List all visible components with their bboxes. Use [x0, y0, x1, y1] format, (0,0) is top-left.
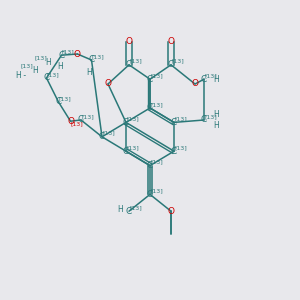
- Text: O: O: [167, 207, 175, 216]
- Text: H: H: [213, 121, 219, 130]
- Text: [13]: [13]: [150, 102, 163, 107]
- Text: H: H: [213, 110, 219, 119]
- Text: [13]: [13]: [129, 205, 142, 210]
- Text: [13]: [13]: [35, 55, 47, 60]
- Text: [13]: [13]: [150, 160, 163, 164]
- Text: [13]: [13]: [129, 59, 142, 64]
- Text: C: C: [147, 75, 153, 84]
- Text: [13]: [13]: [47, 72, 59, 77]
- Text: O: O: [125, 38, 133, 46]
- Text: C: C: [123, 118, 129, 127]
- Text: H: H: [86, 68, 92, 77]
- Text: [13]: [13]: [92, 54, 104, 59]
- Text: C: C: [171, 147, 177, 156]
- Text: [13]: [13]: [204, 114, 217, 119]
- Text: H: H: [32, 66, 38, 75]
- Text: C: C: [201, 75, 207, 84]
- Text: C: C: [126, 60, 132, 69]
- Text: [13]: [13]: [21, 63, 33, 68]
- Text: H: H: [214, 75, 220, 84]
- Text: C: C: [44, 74, 50, 82]
- Text: C: C: [171, 118, 177, 127]
- Text: O: O: [191, 80, 199, 88]
- Text: [13]: [13]: [71, 122, 83, 127]
- Text: C: C: [78, 116, 84, 124]
- Text: O: O: [167, 38, 175, 46]
- Text: O: O: [67, 117, 74, 126]
- Text: C: C: [58, 51, 64, 60]
- Text: [13]: [13]: [59, 96, 71, 101]
- Text: O: O: [74, 50, 81, 58]
- Text: C: C: [88, 56, 94, 64]
- Text: C: C: [147, 161, 153, 170]
- Text: [13]: [13]: [150, 188, 163, 193]
- Text: [13]: [13]: [81, 114, 94, 119]
- Text: [13]: [13]: [62, 49, 74, 54]
- Text: C: C: [168, 60, 174, 69]
- Text: H: H: [57, 62, 63, 71]
- Text: C: C: [123, 147, 129, 156]
- Text: H: H: [117, 206, 123, 214]
- Text: [13]: [13]: [126, 116, 139, 121]
- Text: C: C: [147, 190, 153, 199]
- Text: O: O: [104, 80, 112, 88]
- Text: [13]: [13]: [102, 131, 115, 136]
- Text: C: C: [99, 132, 105, 141]
- Text: [13]: [13]: [174, 116, 187, 121]
- Text: H: H: [15, 71, 21, 80]
- Text: C: C: [201, 116, 207, 124]
- Text: [13]: [13]: [171, 59, 184, 64]
- Text: H: H: [45, 58, 51, 67]
- Text: [13]: [13]: [174, 145, 187, 150]
- Text: [13]: [13]: [150, 73, 163, 78]
- Text: -: -: [20, 71, 26, 80]
- Text: C: C: [126, 207, 132, 216]
- Text: [13]: [13]: [126, 145, 139, 150]
- Text: C: C: [147, 103, 153, 112]
- Text: C: C: [56, 98, 62, 106]
- Text: [13]: [13]: [204, 73, 217, 78]
